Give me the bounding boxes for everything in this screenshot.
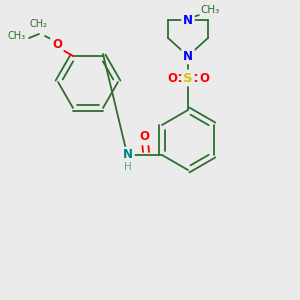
Text: O: O [199, 71, 209, 85]
Text: CH₃: CH₃ [200, 5, 220, 15]
Text: S: S [183, 71, 193, 85]
Text: O: O [167, 71, 177, 85]
Text: CH₂: CH₂ [30, 19, 48, 29]
Text: N: N [183, 14, 193, 26]
Text: N: N [123, 148, 133, 161]
Text: N: N [183, 50, 193, 62]
Text: CH₃: CH₃ [8, 31, 26, 41]
Text: O: O [139, 130, 149, 143]
Text: H: H [124, 162, 132, 172]
Text: O: O [52, 38, 62, 50]
